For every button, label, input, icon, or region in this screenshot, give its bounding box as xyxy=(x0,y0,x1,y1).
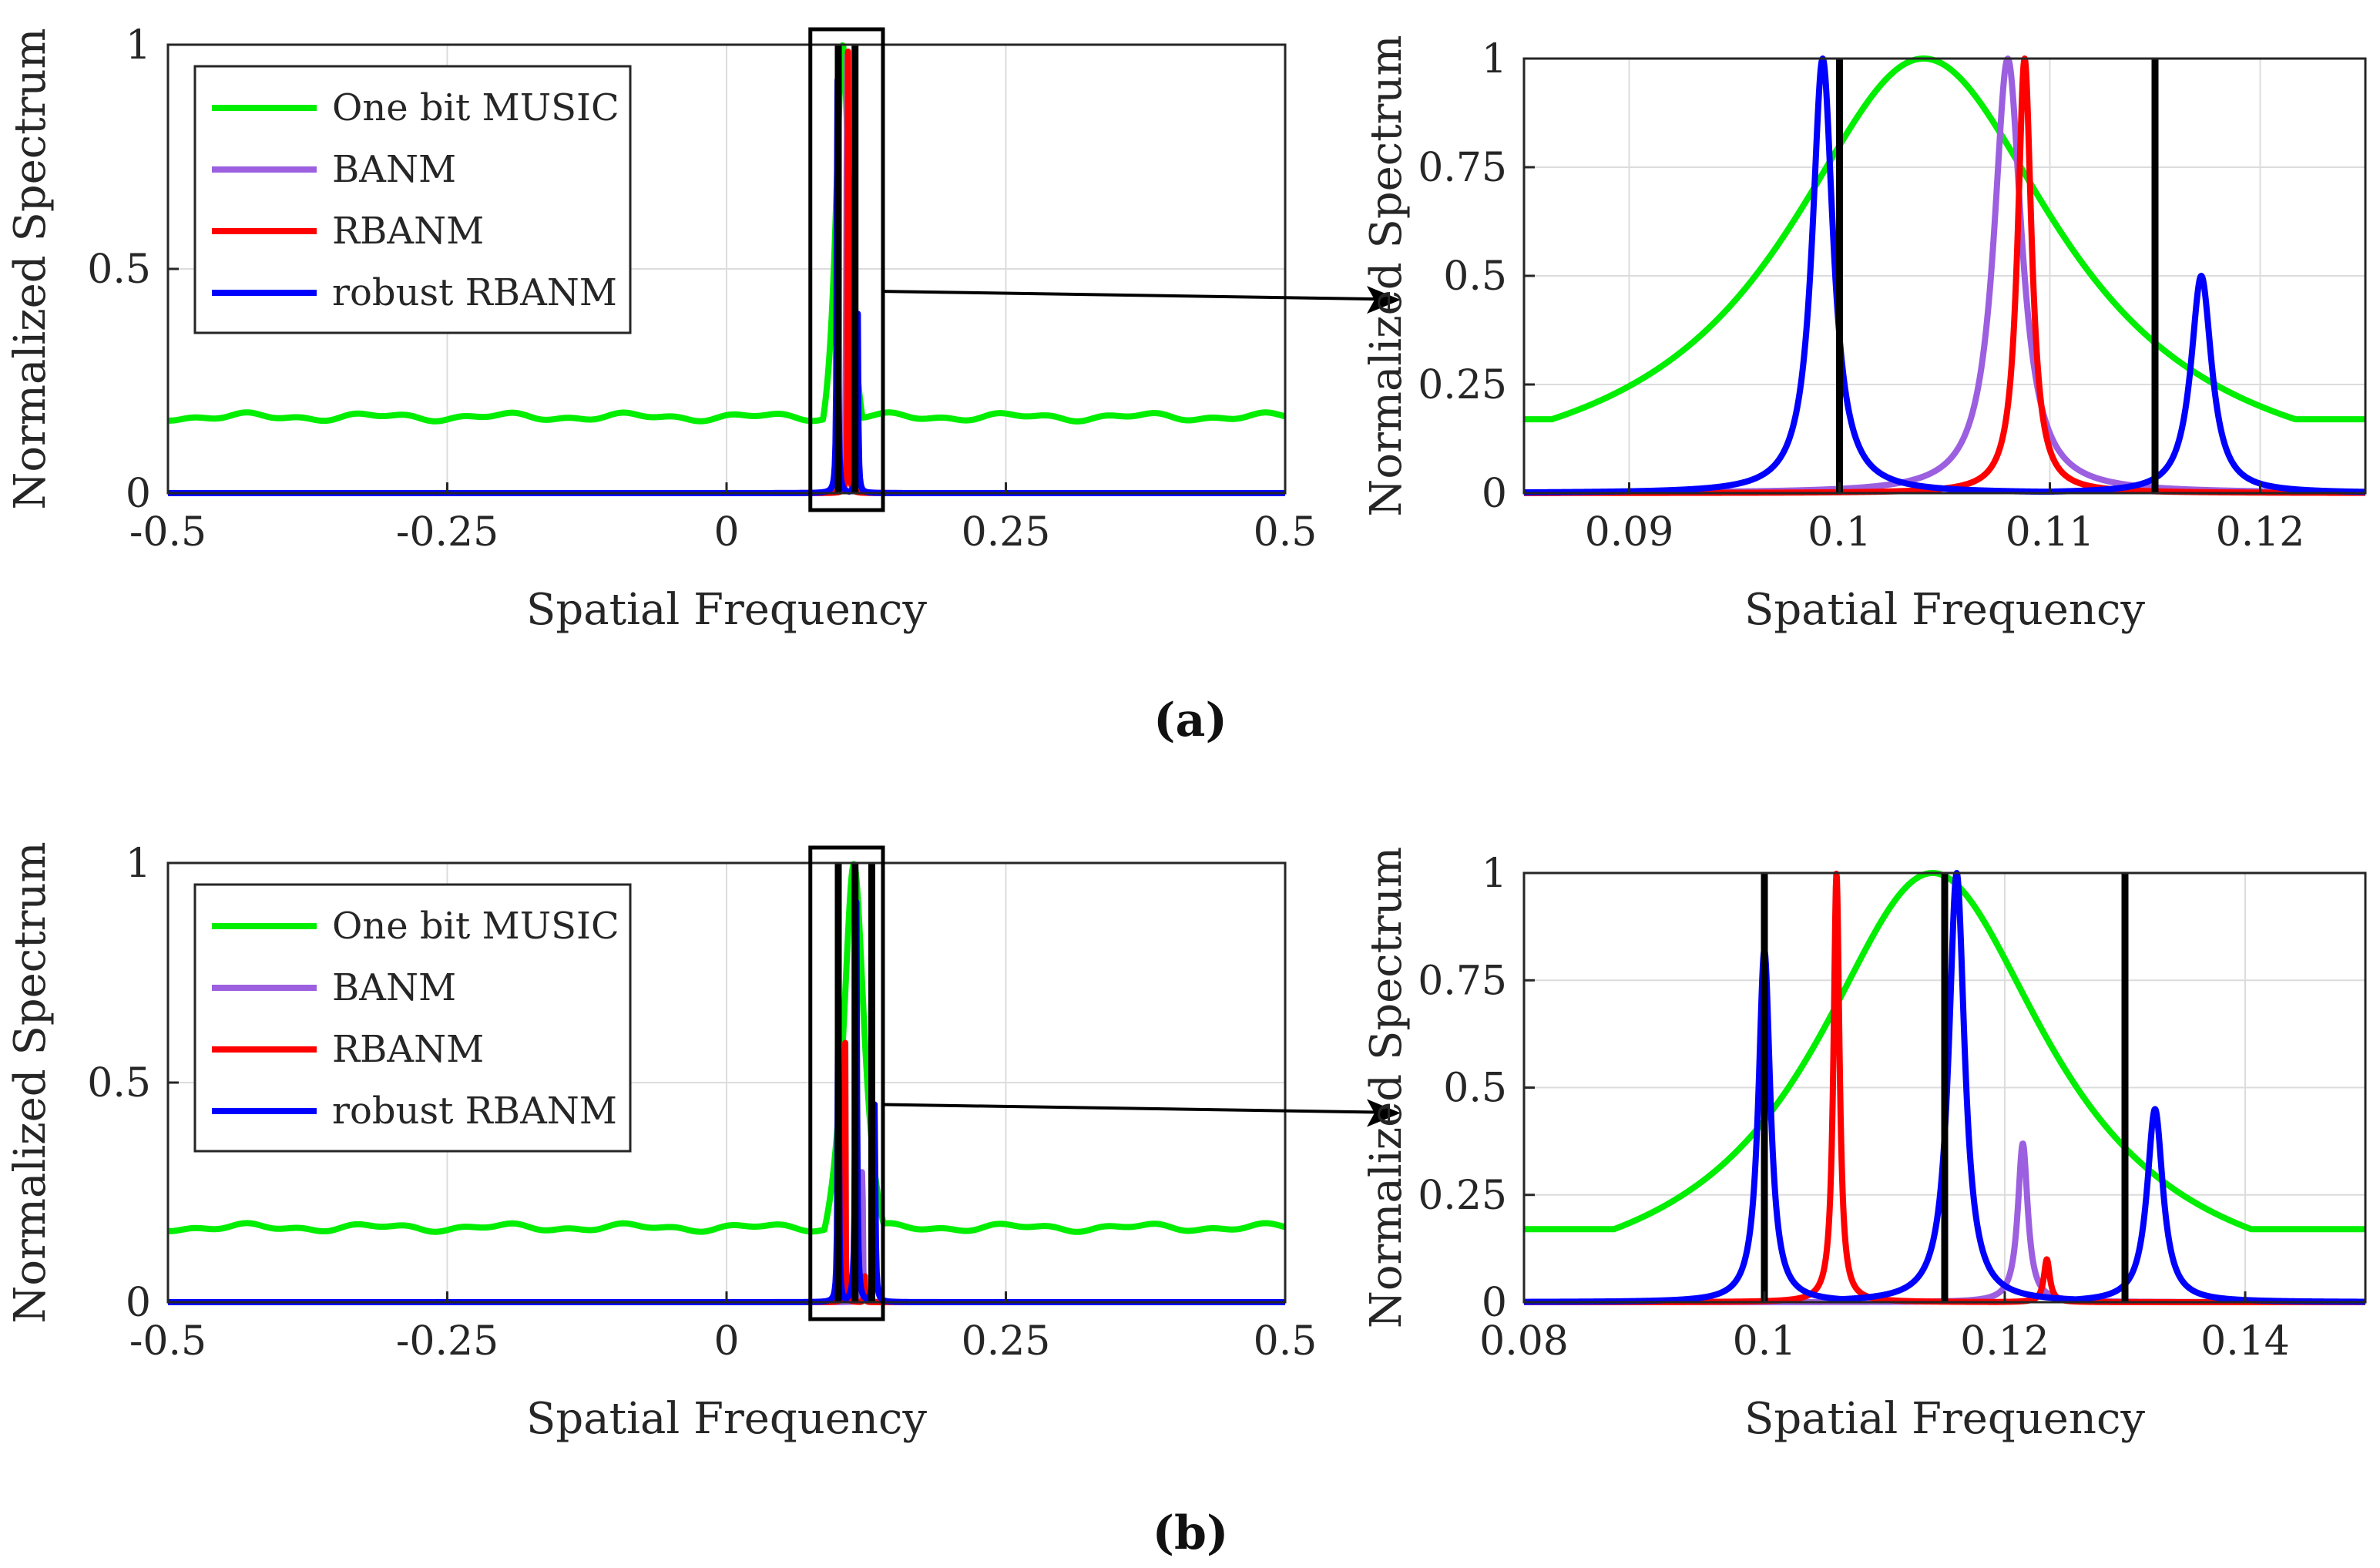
zoom-arrow-line xyxy=(882,1103,1378,1114)
zoom-arrow-head xyxy=(1367,1099,1401,1127)
y-axis-label: Normalized Spectrum xyxy=(5,841,55,1323)
legend-label: robust RBANM xyxy=(332,1090,617,1133)
chart-a-zoom: 0.09 0.1 0.11 0.12 0 0.25 0.5 0.75 1 Spatial Freq… xyxy=(1361,35,2367,635)
y-tick-label: 0.5 xyxy=(87,247,151,293)
x-tick-label: 0.1 xyxy=(1733,1318,1797,1365)
series-line-one-bit-music xyxy=(168,42,1285,425)
zoom-arrow-line xyxy=(882,290,1378,301)
y-tick-label: 1 xyxy=(1482,851,1507,897)
y-tick-label: 0 xyxy=(126,1280,151,1326)
x-tick-label: 0.09 xyxy=(1585,509,1674,556)
series-line-one-bit-music xyxy=(168,861,1285,1235)
x-tick-label: 0.11 xyxy=(2006,509,2095,556)
y-tick-label: 0.5 xyxy=(87,1060,151,1106)
x-tick-label: 0.12 xyxy=(1960,1318,2049,1365)
chart-b-full: -0.5 -0.25 0 0.25 0.5 0 0.5 1 Spatial Frequency N… xyxy=(5,841,1401,1444)
x-tick-label: 0.12 xyxy=(2216,509,2305,556)
y-tick-label: 0 xyxy=(126,471,151,517)
legend: One bit MUSIC BANM RBANM robust RBANM xyxy=(193,883,632,1153)
panel-caption: (b) xyxy=(1153,1506,1229,1560)
chart-b-zoom: 0.08 0.1 0.12 0.14 0 0.25 0.5 0.75 1 Spatial Freq… xyxy=(1361,847,2367,1444)
x-tick-label: 0.14 xyxy=(2200,1318,2290,1365)
x-tick-label: 0.25 xyxy=(962,1318,1051,1365)
series-line-robust-rbanm xyxy=(1524,55,2365,495)
x-axis-label: Spatial Frequency xyxy=(526,1394,927,1444)
x-tick-label: 0.5 xyxy=(1254,1318,1318,1365)
chart-a-full: -0.5 -0.25 0 0.25 0.5 0 0.5 1 Spatial Frequency N… xyxy=(5,22,1401,635)
x-tick-label: -0.5 xyxy=(129,1318,206,1365)
x-axis-label: Spatial Frequency xyxy=(526,585,927,635)
y-tick-label: 1 xyxy=(126,22,151,69)
legend-label: RBANM xyxy=(332,210,484,253)
x-tick-label: 0.5 xyxy=(1254,509,1318,556)
x-tick-label: -0.25 xyxy=(396,509,498,556)
y-tick-label: 0.75 xyxy=(1418,145,1507,191)
x-tick-label: 0 xyxy=(713,1318,739,1365)
x-tick-label: -0.25 xyxy=(396,1318,498,1365)
series-line-one-bit-music xyxy=(1524,55,2365,423)
y-axis-label: Normalized Spectrum xyxy=(5,28,55,509)
legend: One bit MUSIC BANM RBANM robust RBANM xyxy=(193,65,632,334)
panel-caption: (a) xyxy=(1153,693,1227,747)
y-tick-label: 0.25 xyxy=(1418,362,1507,408)
x-tick-label: -0.5 xyxy=(129,509,206,556)
zoom-box xyxy=(808,845,885,1321)
legend-label: BANM xyxy=(332,966,456,1009)
y-tick-label: 0 xyxy=(1482,471,1507,517)
x-tick-label: 0 xyxy=(713,509,739,556)
y-tick-label: 0.25 xyxy=(1418,1173,1507,1219)
legend-label: One bit MUSIC xyxy=(332,905,619,948)
y-tick-label: 1 xyxy=(126,841,151,887)
legend-label: BANM xyxy=(332,148,456,191)
zoom-arrow-head xyxy=(1367,286,1401,314)
legend-label: robust RBANM xyxy=(332,271,617,314)
x-axis-label: Spatial Frequency xyxy=(1744,1394,2145,1444)
x-tick-label: 0.08 xyxy=(1479,1318,1569,1365)
x-axis-label: Spatial Frequency xyxy=(1744,585,2145,635)
zoom-box xyxy=(808,27,885,512)
y-axis-label: Normalized Spectrum xyxy=(1361,35,1412,516)
y-tick-label: 0.5 xyxy=(1443,253,1507,300)
y-tick-label: 1 xyxy=(1482,36,1507,82)
x-tick-label: 0.25 xyxy=(962,509,1051,556)
y-axis-label: Normalized Spectrum xyxy=(1361,847,1412,1328)
y-tick-label: 0 xyxy=(1482,1280,1507,1326)
legend-label: RBANM xyxy=(332,1028,484,1071)
y-tick-label: 0.75 xyxy=(1418,958,1507,1004)
x-tick-label: 0.1 xyxy=(1808,509,1871,556)
y-tick-label: 0.5 xyxy=(1443,1066,1507,1112)
legend-label: One bit MUSIC xyxy=(332,86,619,129)
